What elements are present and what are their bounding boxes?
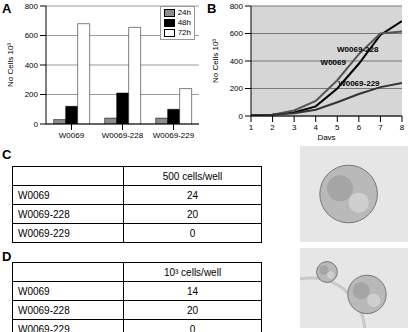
html-text:D: D (2, 249, 12, 264)
html-text:20: 20 (186, 304, 199, 316)
html-text:A: A (2, 1, 12, 16)
svg-text:400: 400 (230, 57, 244, 66)
svg-text:No Cells 10³: No Cells 10³ (6, 43, 15, 87)
html-text:W0069-229: W0069-229 (18, 227, 70, 239)
svg-text:Days: Days (317, 133, 335, 140)
svg-text:2: 2 (270, 123, 275, 132)
html-text:W0069: W0069 (18, 189, 50, 201)
svg-text:600: 600 (25, 31, 39, 40)
svg-text:W0069-229: W0069-229 (153, 131, 195, 140)
svg-text:W0069-229: W0069-229 (338, 79, 380, 88)
svg-text:6: 6 (357, 123, 362, 132)
svg-text:800: 800 (230, 2, 244, 11)
svg-text:No Cells 10³: No Cells 10³ (211, 39, 220, 83)
svg-text:3: 3 (292, 123, 297, 132)
html-text:72h: 72h (177, 28, 191, 37)
svg-text:200: 200 (25, 90, 39, 99)
html-text:500 cells/well: 500 cells/well (162, 170, 223, 182)
html-text:0: 0 (189, 227, 196, 239)
html-text:14: 14 (186, 285, 199, 297)
svg-text:600: 600 (230, 29, 244, 38)
html-text:W0069-228: W0069-228 (18, 208, 70, 220)
html-text:W0069: W0069 (18, 285, 50, 297)
html-text:20: 20 (186, 208, 199, 220)
svg-text:W0069-228: W0069-228 (102, 131, 144, 140)
svg-text:800: 800 (25, 2, 39, 11)
svg-text:400: 400 (25, 61, 39, 70)
svg-text:200: 200 (230, 84, 244, 93)
html-text:24h: 24h (177, 8, 191, 17)
html-text:C: C (2, 147, 12, 162)
svg-text:1: 1 (249, 123, 254, 132)
svg-text:8: 8 (400, 123, 405, 132)
html-text:10³ cells/well: 10³ cells/well (163, 266, 222, 278)
svg-text:5: 5 (335, 123, 340, 132)
svg-text:W0069: W0069 (321, 58, 347, 67)
html-text:W0069-228: W0069-228 (18, 304, 70, 316)
svg-text:4: 4 (313, 123, 318, 132)
svg-text:0: 0 (34, 120, 39, 129)
svg-text:W0069: W0069 (59, 131, 85, 140)
html-text:B: B (207, 1, 217, 16)
svg-text:7: 7 (378, 123, 383, 132)
svg-text:W0069-228: W0069-228 (337, 45, 379, 54)
html-text:24: 24 (186, 189, 199, 201)
svg-text:0: 0 (239, 112, 244, 121)
html-text:48h: 48h (177, 18, 191, 27)
